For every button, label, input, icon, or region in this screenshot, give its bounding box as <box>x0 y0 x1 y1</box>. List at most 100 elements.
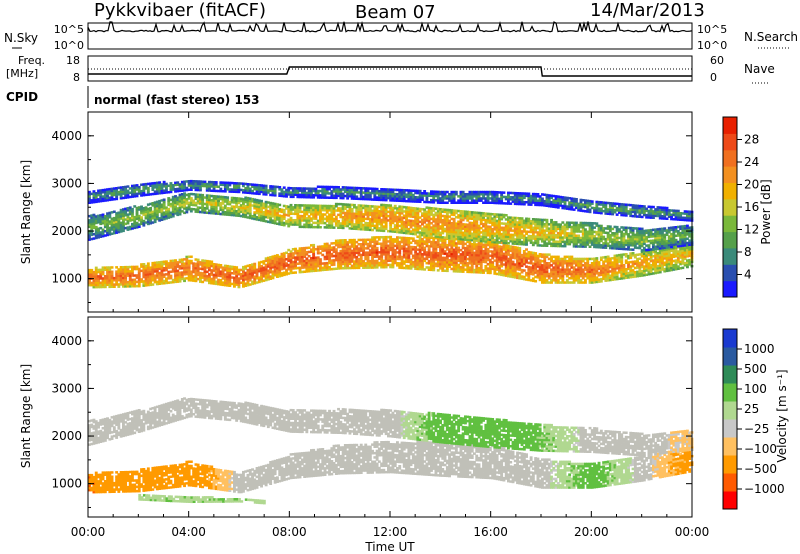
scatter-cell <box>310 248 313 251</box>
scatter-cell <box>389 225 393 229</box>
scatter-cell <box>233 268 236 271</box>
scatter-cell <box>584 281 587 284</box>
scatter-cell <box>411 254 415 257</box>
scatter-cell <box>384 223 388 226</box>
scatter-cell <box>357 264 361 267</box>
scatter-cell <box>189 261 193 265</box>
scatter-cell <box>185 255 189 259</box>
scatter-cell <box>185 272 189 276</box>
scatter-cell <box>411 265 415 268</box>
scatter-cell <box>264 276 268 280</box>
scatter-cell <box>343 258 347 261</box>
scatter-cell <box>276 258 279 261</box>
scatter-cell <box>314 260 318 264</box>
scatter-cell <box>314 258 318 262</box>
scatter-cell <box>325 253 329 256</box>
scatter-cell <box>346 256 350 259</box>
scatter-cell <box>124 274 128 277</box>
scatter-cell <box>212 278 216 281</box>
scatter-cell <box>162 275 166 278</box>
scatter-cell <box>110 279 114 282</box>
scatter-cell <box>348 251 352 255</box>
scatter-cell <box>343 254 347 257</box>
scatter-cell <box>242 274 245 277</box>
scatter-cell <box>228 273 232 277</box>
scatter-cell <box>106 281 109 284</box>
scatter-cell <box>368 259 372 263</box>
scatter-cell <box>162 200 166 204</box>
scatter-cell <box>221 272 225 276</box>
scatter-cell <box>341 254 345 257</box>
scatter-cell <box>223 277 227 280</box>
scatter-cell <box>214 271 218 275</box>
scatter-cell <box>92 275 96 278</box>
scatter-cell <box>289 261 293 264</box>
scatter-cell <box>407 241 411 244</box>
scatter-cell <box>599 280 603 283</box>
scatter-cell <box>391 263 395 267</box>
scatter-cell <box>343 266 347 270</box>
scatter-cell <box>221 266 225 269</box>
scatter-cell <box>276 256 279 259</box>
scatter-cell <box>158 267 162 270</box>
scatter-cell <box>88 268 91 272</box>
scatter-cell <box>180 271 184 274</box>
scatter-cell <box>194 273 198 276</box>
scatter-cell <box>176 263 180 266</box>
scatter-cell <box>212 263 216 266</box>
scatter-cell <box>280 265 284 269</box>
scatter-cell <box>285 273 288 276</box>
scatter-cell <box>280 252 284 256</box>
scatter-cell <box>391 259 395 262</box>
scatter-cell <box>146 273 150 276</box>
scatter-cell <box>387 263 390 267</box>
scatter-cell <box>135 280 139 284</box>
scatter-cell <box>149 275 153 278</box>
scatter-cell <box>112 283 116 286</box>
scatter-cell <box>312 252 316 255</box>
cpid-value: normal (fast stereo) 153 <box>94 93 260 107</box>
scatter-cell <box>271 276 275 280</box>
scatter-cell <box>321 262 325 265</box>
scatter-cell <box>330 242 334 245</box>
scatter-cell <box>131 270 134 273</box>
scatter-cell <box>491 263 495 266</box>
scatter-cell <box>212 280 216 283</box>
scatter-cell <box>203 261 207 265</box>
scatter-cell <box>212 282 216 285</box>
scatter-cell <box>396 257 399 261</box>
scatter-cell <box>314 217 318 220</box>
scatter-cell <box>101 268 105 272</box>
scatter-cell <box>221 268 225 272</box>
scatter-cell <box>359 260 363 263</box>
scatter-cell <box>110 274 114 278</box>
scatter-cell <box>366 244 370 248</box>
scatter-cell <box>382 251 386 254</box>
scatter-cell <box>201 261 205 264</box>
scatter-cell <box>228 267 232 270</box>
scatter-cell <box>248 272 252 275</box>
scatter-cell <box>235 279 239 282</box>
scatter-cell <box>375 255 379 258</box>
scatter-cell <box>144 279 148 283</box>
scatter-cell <box>144 267 148 270</box>
scatter-cell <box>371 236 374 239</box>
scatter-cell <box>253 271 257 274</box>
scatter-cell <box>144 273 148 276</box>
scatter-cell <box>124 268 128 271</box>
scatter-cell <box>235 268 239 271</box>
scatter-cell <box>353 266 356 270</box>
scatter-cell <box>278 268 282 271</box>
scatter-cell <box>142 265 146 268</box>
scatter-cell <box>391 246 395 250</box>
scatter-cell <box>280 261 284 264</box>
scatter-cell <box>203 272 207 275</box>
scatter-cell <box>339 262 343 266</box>
scatter-cell <box>298 270 302 274</box>
scatter-cell <box>151 274 155 278</box>
scatter-cell <box>373 261 377 265</box>
scatter-cell <box>389 255 393 258</box>
scatter-cell <box>319 260 322 263</box>
scatter-cell <box>391 250 395 254</box>
scatter-cell <box>364 242 368 246</box>
